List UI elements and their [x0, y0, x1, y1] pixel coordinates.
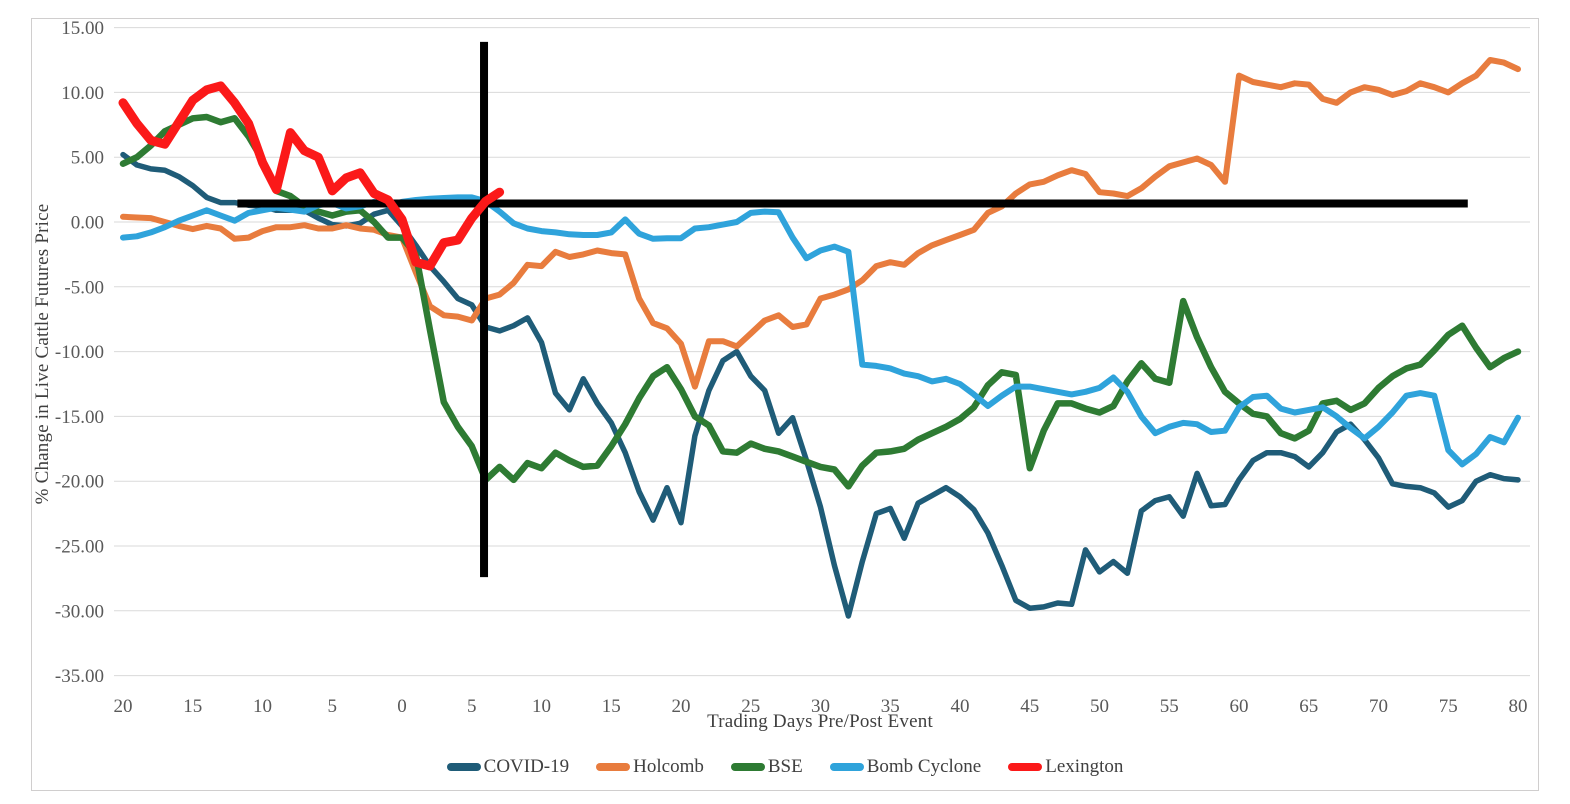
y-tick-label: -5.00 [64, 277, 104, 298]
series-line-holcomb [120, 57, 1521, 390]
x-tick-label: 65 [1299, 696, 1318, 717]
y-tick-label: -35.00 [55, 666, 104, 687]
x-tick-label: 70 [1369, 696, 1388, 717]
x-tick-label: 15 [602, 696, 621, 717]
legend-item-holcomb[interactable]: Holcomb [596, 756, 704, 778]
bomb-cyclone-swatch-icon [829, 763, 864, 771]
bse-swatch-icon [730, 763, 765, 771]
y-tick-label: 0.00 [71, 213, 104, 234]
y-tick-label: -15.00 [55, 407, 104, 428]
y-tick-label: 15.00 [61, 18, 104, 39]
x-tick-label: 10 [532, 696, 551, 717]
legend-label: Bomb Cyclone [866, 756, 982, 777]
legend-item-lexington[interactable]: Lexington [1008, 756, 1123, 778]
legend-label: Holcomb [633, 756, 704, 777]
y-tick-label: -10.00 [55, 342, 104, 363]
holcomb-swatch-icon [596, 763, 631, 771]
covid-19-swatch-icon [446, 763, 481, 771]
legend-item-covid-19[interactable]: COVID-19 [446, 756, 570, 778]
legend-label: COVID-19 [483, 756, 570, 777]
legend-item-bomb-cyclone[interactable]: Bomb Cyclone [829, 756, 982, 778]
legend-label: Lexington [1045, 756, 1124, 777]
x-tick-label: 55 [1160, 696, 1179, 717]
y-tick-label: -30.00 [55, 601, 104, 622]
x-tick-label: 30 [811, 696, 830, 717]
series-line-bse [119, 113, 1522, 490]
x-tick-label: 40 [951, 696, 970, 717]
x-tick-label: 5 [328, 696, 338, 717]
x-tick-label: 20 [672, 696, 691, 717]
legend-item-bse[interactable]: BSE [730, 756, 803, 778]
x-tick-label: 50 [1090, 696, 1109, 717]
series-line-covid-19 [120, 151, 1521, 619]
x-tick-label: 10 [253, 696, 272, 717]
x-tick-label: 15 [183, 696, 202, 717]
x-tick-label: 45 [1020, 696, 1039, 717]
y-tick-label: 5.00 [71, 148, 104, 169]
series-line-lexington [118, 81, 505, 271]
x-tick-label: 80 [1509, 696, 1528, 717]
x-tick-label: 0 [397, 696, 407, 717]
x-tick-label: 25 [741, 696, 760, 717]
x-tick-label: 5 [467, 696, 477, 717]
x-tick-label: 20 [114, 696, 133, 717]
y-tick-label: -25.00 [55, 537, 104, 558]
y-axis-title: % Change in Live Cattle Futures Price [32, 203, 53, 505]
legend-label: BSE [767, 756, 803, 777]
x-tick-label: 35 [881, 696, 900, 717]
y-tick-label: 10.00 [61, 83, 104, 104]
x-axis-title: Trading Days Pre/Post Event [707, 711, 933, 732]
lexington-swatch-icon [1008, 763, 1043, 771]
legend: COVID-19 Holcomb BSE Bomb Cyclone Lexington [0, 756, 1570, 778]
x-tick-label: 60 [1230, 696, 1249, 717]
y-tick-label: -20.00 [55, 472, 104, 493]
x-tick-label: 75 [1439, 696, 1458, 717]
